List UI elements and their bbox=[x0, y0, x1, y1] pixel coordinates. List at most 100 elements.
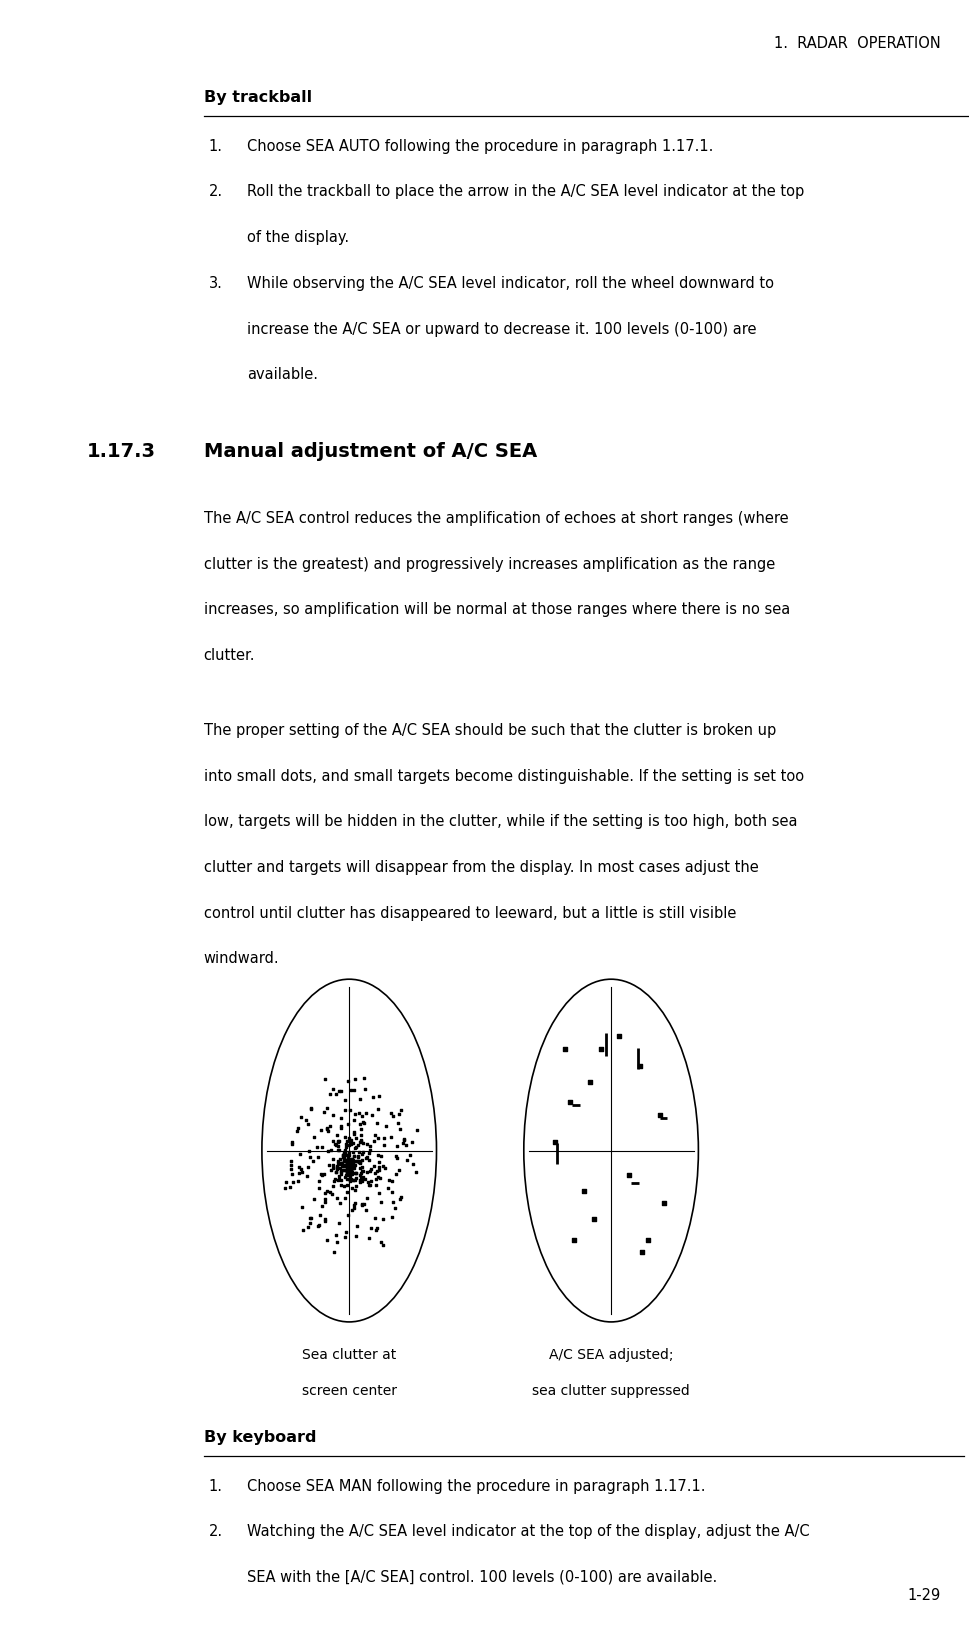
Point bbox=[341, 1151, 357, 1177]
Point bbox=[341, 1152, 357, 1178]
Point bbox=[380, 1175, 395, 1201]
Point bbox=[393, 1097, 409, 1123]
Point bbox=[321, 1152, 336, 1178]
Point bbox=[355, 1157, 370, 1183]
Point bbox=[341, 1154, 357, 1180]
Point bbox=[328, 1159, 343, 1185]
Point bbox=[328, 1154, 344, 1180]
Point bbox=[339, 1151, 355, 1177]
Point bbox=[346, 1193, 361, 1219]
Point bbox=[336, 1157, 352, 1183]
Point bbox=[292, 1141, 307, 1167]
Point bbox=[347, 1177, 362, 1203]
Point bbox=[314, 1193, 329, 1219]
Point bbox=[395, 1126, 411, 1152]
Point bbox=[346, 1152, 361, 1178]
Point bbox=[339, 1149, 355, 1175]
Point bbox=[360, 1224, 376, 1250]
Point bbox=[317, 1180, 332, 1206]
Point bbox=[351, 1149, 366, 1175]
Point bbox=[331, 1128, 347, 1154]
Point bbox=[640, 1227, 655, 1253]
Point bbox=[327, 1239, 342, 1265]
Point bbox=[301, 1209, 317, 1235]
Point bbox=[370, 1124, 386, 1151]
Point bbox=[367, 1167, 383, 1193]
Point bbox=[319, 1115, 334, 1141]
Point bbox=[332, 1157, 348, 1183]
Point bbox=[340, 1151, 356, 1177]
Point bbox=[347, 1152, 362, 1178]
Point bbox=[338, 1154, 354, 1180]
Point bbox=[336, 1138, 352, 1164]
Point bbox=[331, 1165, 347, 1191]
Point bbox=[293, 1155, 308, 1182]
Point bbox=[317, 1208, 332, 1234]
Point bbox=[341, 1151, 357, 1177]
Point bbox=[372, 1165, 388, 1191]
Point bbox=[283, 1147, 298, 1173]
Point bbox=[348, 1172, 363, 1198]
Point bbox=[358, 1146, 373, 1172]
Point bbox=[556, 1036, 572, 1062]
Point bbox=[335, 1154, 351, 1180]
Point bbox=[284, 1129, 299, 1155]
Point bbox=[323, 1157, 338, 1183]
Point bbox=[392, 1116, 408, 1142]
Text: clutter.: clutter. bbox=[203, 648, 255, 663]
Point bbox=[343, 1151, 359, 1177]
Point bbox=[320, 1118, 335, 1144]
Text: Sea clutter at: Sea clutter at bbox=[301, 1348, 396, 1363]
Point bbox=[339, 1157, 355, 1183]
Point bbox=[344, 1155, 359, 1182]
Point bbox=[328, 1131, 343, 1157]
Point bbox=[360, 1172, 376, 1198]
Point bbox=[319, 1116, 334, 1142]
Point bbox=[352, 1128, 367, 1154]
Point bbox=[322, 1082, 337, 1108]
Point bbox=[347, 1066, 362, 1092]
Point bbox=[341, 1151, 357, 1177]
Point bbox=[317, 1066, 332, 1092]
Text: SEA with the [A/C SEA] control. 100 levels (0-100) are available.: SEA with the [A/C SEA] control. 100 leve… bbox=[247, 1570, 717, 1585]
Point bbox=[335, 1142, 351, 1169]
Point bbox=[365, 1084, 381, 1110]
Point bbox=[342, 1147, 358, 1173]
Point bbox=[293, 1105, 308, 1131]
Point bbox=[341, 1151, 357, 1177]
Point bbox=[362, 1159, 378, 1185]
Point bbox=[343, 1157, 359, 1183]
Point bbox=[363, 1102, 379, 1128]
Point bbox=[301, 1138, 317, 1164]
Point bbox=[345, 1147, 360, 1173]
Point bbox=[342, 1151, 358, 1177]
Point bbox=[335, 1141, 351, 1167]
Point bbox=[303, 1095, 319, 1121]
Point bbox=[322, 1178, 337, 1204]
Point bbox=[343, 1152, 359, 1178]
Point bbox=[377, 1155, 392, 1182]
Point bbox=[297, 1106, 313, 1133]
Text: 1.: 1. bbox=[208, 1479, 222, 1493]
Point bbox=[341, 1165, 357, 1191]
Point bbox=[346, 1142, 361, 1169]
Point bbox=[328, 1229, 344, 1255]
Text: available.: available. bbox=[247, 367, 318, 382]
Text: sea clutter suppressed: sea clutter suppressed bbox=[532, 1384, 689, 1399]
Point bbox=[344, 1160, 359, 1186]
Point bbox=[348, 1160, 363, 1186]
Point bbox=[388, 1142, 403, 1169]
Point bbox=[350, 1133, 365, 1159]
Point bbox=[370, 1095, 386, 1121]
Point bbox=[371, 1154, 387, 1180]
Point bbox=[356, 1066, 371, 1092]
Point bbox=[352, 1149, 367, 1175]
Point bbox=[327, 1165, 342, 1191]
Point bbox=[336, 1139, 352, 1165]
Point bbox=[345, 1129, 360, 1155]
Point bbox=[354, 1169, 369, 1195]
Point bbox=[340, 1147, 356, 1173]
Point bbox=[339, 1151, 355, 1177]
Text: increase the A/C SEA or upward to decrease it. 100 levels (0-100) are: increase the A/C SEA or upward to decrea… bbox=[247, 322, 756, 336]
Point bbox=[347, 1167, 362, 1193]
